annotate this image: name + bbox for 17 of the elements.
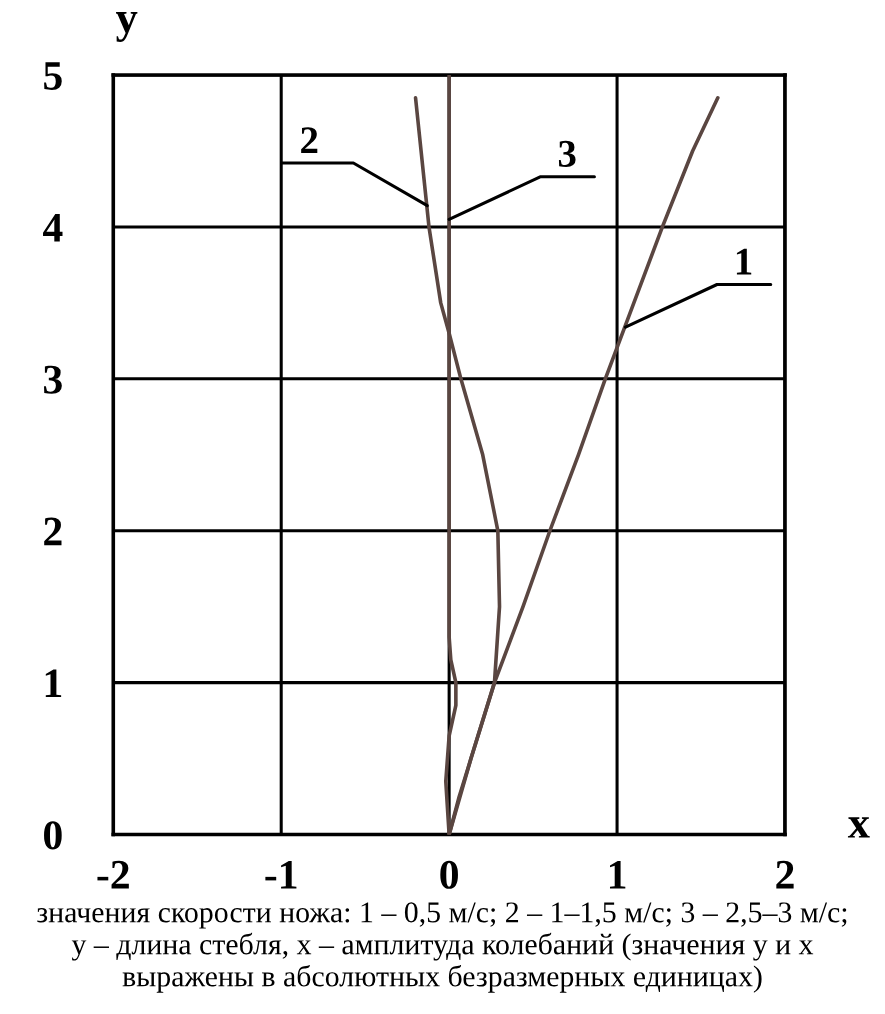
y-tick-label: 2	[44, 517, 62, 546]
x-axis-title: x	[847, 817, 870, 838]
annotation: 1	[736, 248, 752, 275]
y-tick-label: 4	[43, 213, 63, 242]
y-tick-label: 1	[45, 669, 62, 698]
y-axis-title: y	[116, 12, 138, 43]
annotation: 2	[301, 127, 318, 153]
y-tick-label: 0	[44, 821, 62, 850]
y-tick-label: 5	[44, 62, 62, 90]
x-tick-label: -2	[97, 860, 129, 889]
text: значения скорости ножа: 1 – 0,5 м/с; 2 – 1–1,5 м/с; 3 – 2,5–3 м/с; y – длина стебля, x – амплитуда колебаний (значения y и x выражены в абсолютных безразмерных единицах)	[37, 902, 847, 993]
x-tick-label: 2	[776, 860, 794, 889]
x-tick-label: 1	[609, 860, 626, 889]
x-tick-label: 0	[440, 860, 458, 889]
x-tick-label: -1	[265, 860, 297, 889]
y-tick-label: 3	[44, 365, 62, 394]
annotation: 3	[558, 140, 576, 167]
